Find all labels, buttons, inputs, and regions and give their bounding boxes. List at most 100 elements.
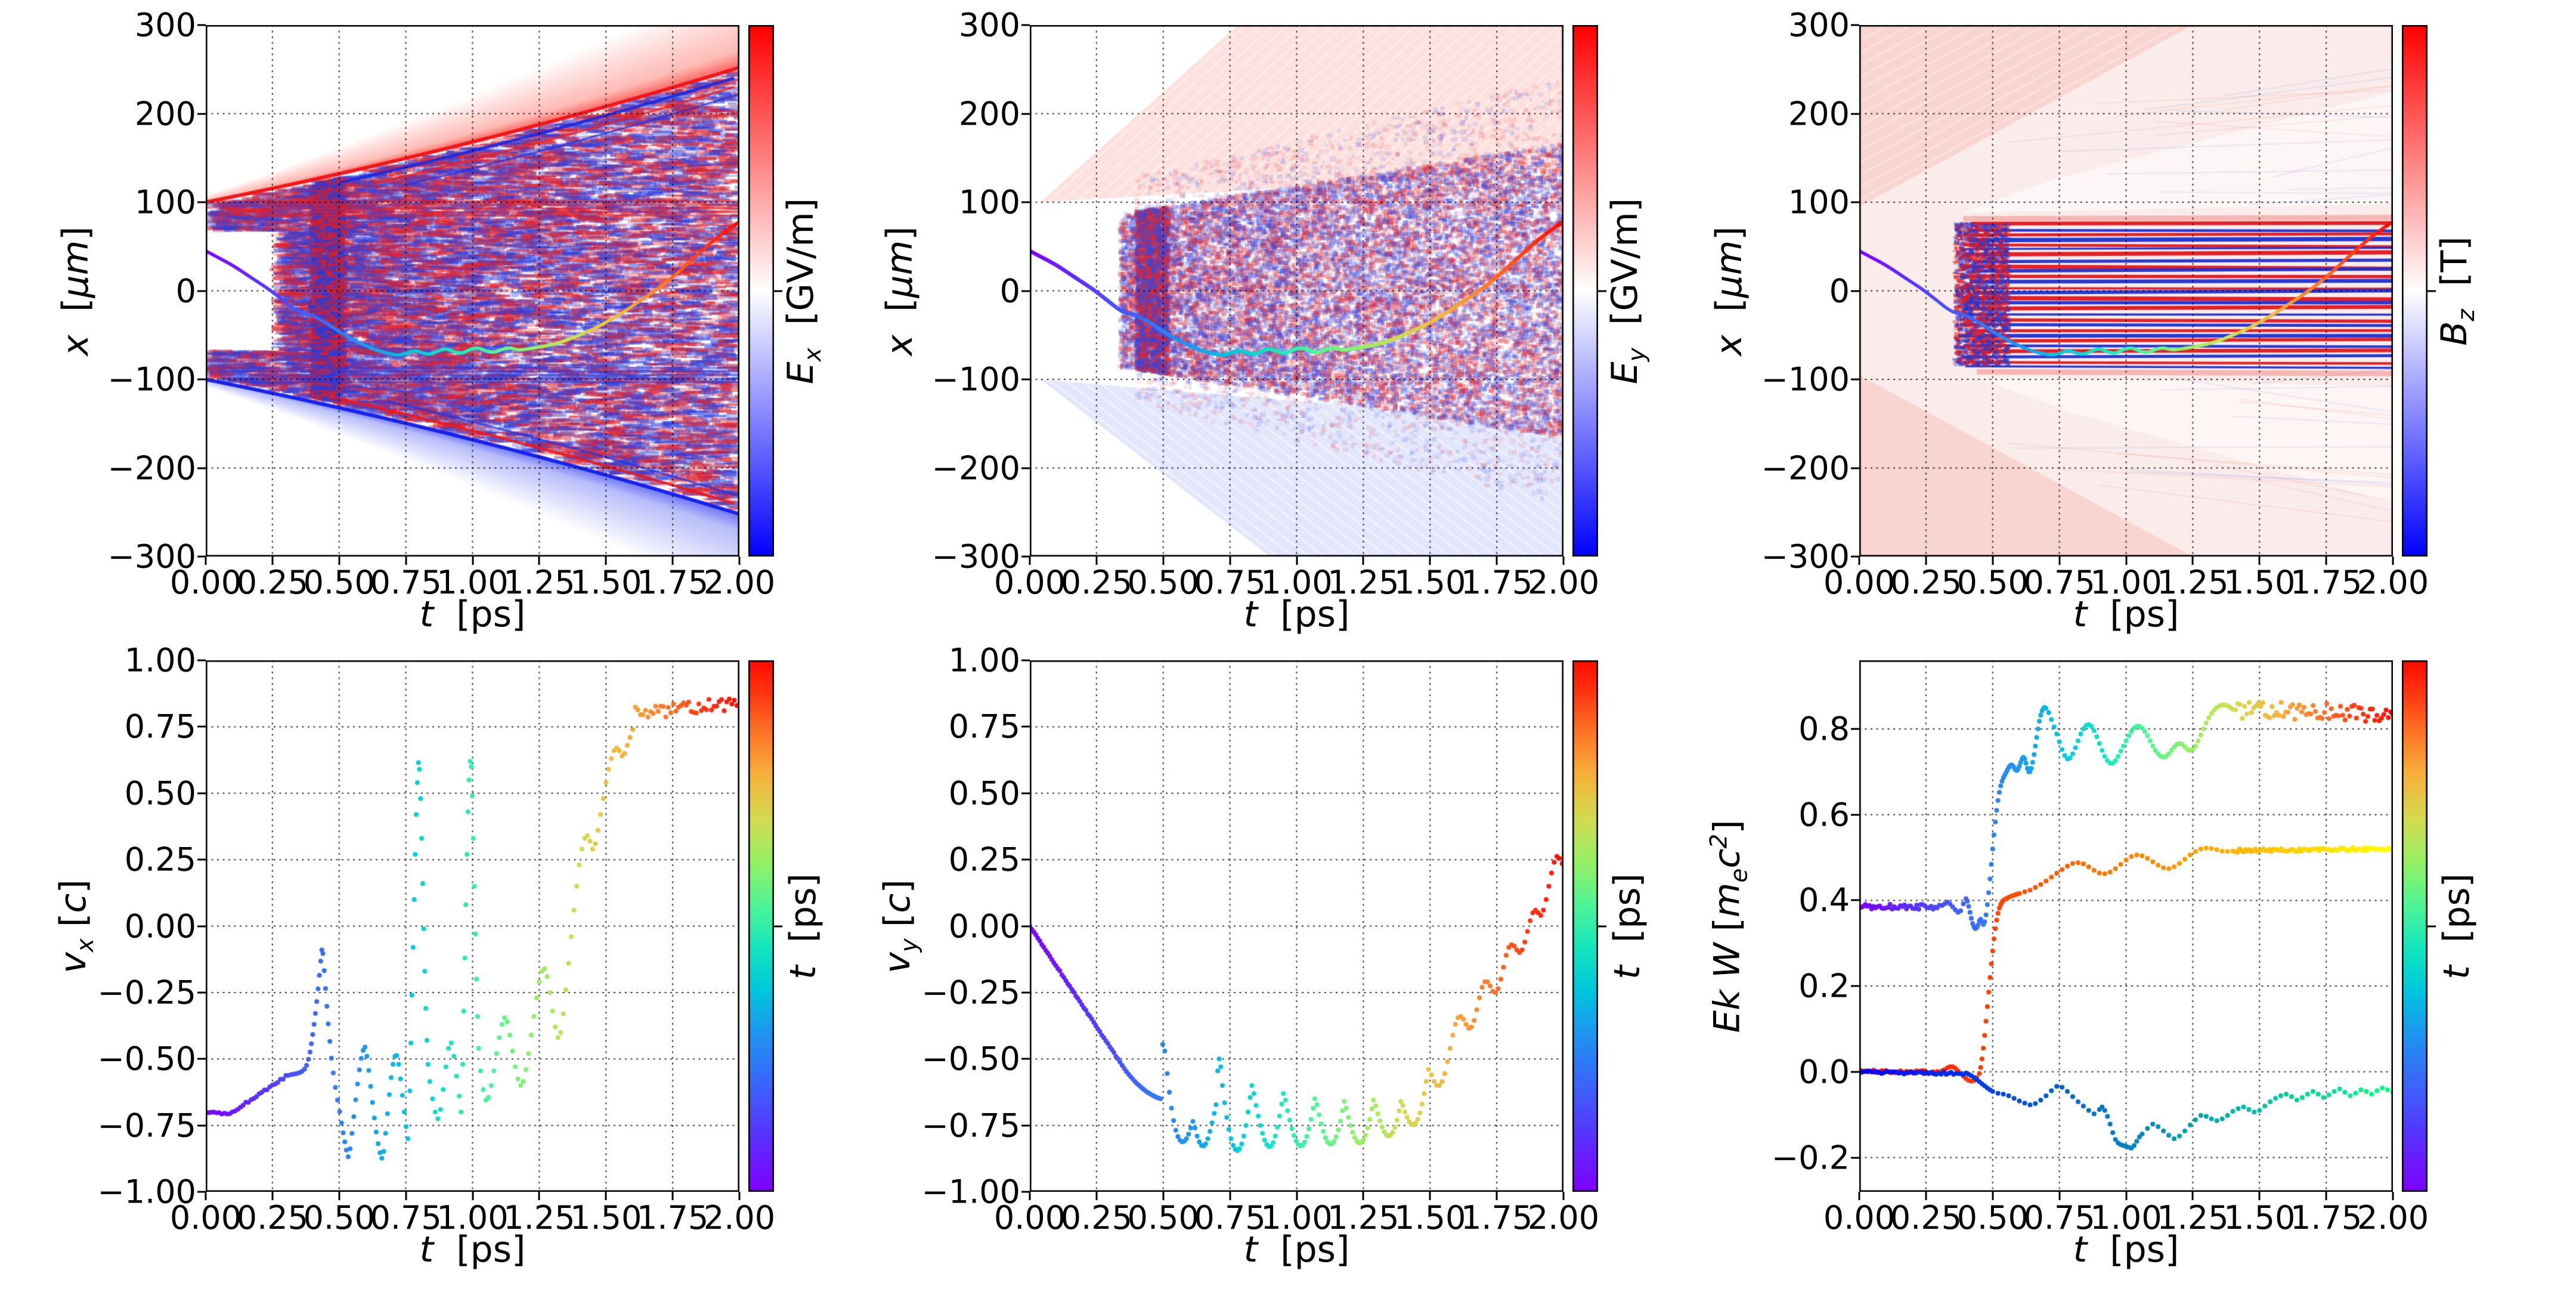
x-tick-mark: [2191, 1192, 2194, 1200]
label-part: [: [877, 913, 918, 938]
y-tick-label: 100: [958, 183, 1020, 221]
y-tick-label: 0.50: [948, 774, 1020, 812]
x-tick-mark: [1925, 1192, 1927, 1200]
y-tick-label: −200: [107, 449, 196, 487]
y-tick-label: −300: [931, 537, 1020, 576]
colorbar-bz-canvas: [2402, 25, 2428, 557]
y-tick-mark: [1021, 201, 1030, 203]
x-tick-label: 1.75: [637, 564, 709, 601]
x-tick-label: 1.75: [1461, 564, 1533, 601]
x-tick-mark: [2058, 557, 2061, 565]
x-tick-mark: [338, 557, 340, 565]
y-tick-label: −300: [107, 537, 196, 576]
label-part: W: [1706, 942, 1748, 978]
x-tick-label: 0.75: [1194, 1199, 1266, 1237]
y-tick-mark: [1851, 899, 1859, 901]
y-tick-mark: [197, 113, 206, 115]
colorbar-vx-canvas: [748, 660, 774, 1192]
x-tick-label: 0.75: [370, 564, 442, 601]
label-part: [ps]: [1258, 1229, 1350, 1271]
x-tick-label: 0.25: [1060, 1199, 1132, 1237]
x-tick-label: 0.00: [1823, 1199, 1896, 1237]
y-tick-mark: [1021, 467, 1030, 469]
label-part: v: [877, 951, 918, 974]
x-tick-mark: [605, 557, 607, 565]
y-axis-label: Ek W [mec2]: [1706, 820, 1753, 1033]
label-part: ]: [879, 225, 921, 240]
x-tick-label: 0.50: [1127, 564, 1199, 601]
x-tick-label: 2.00: [2357, 564, 2429, 601]
colorbar-energy-canvas: [2402, 660, 2428, 1192]
colorbar-tick: [1598, 925, 1606, 927]
label-part: [ps]: [2087, 1229, 2179, 1271]
x-tick-label: 0.75: [1194, 564, 1266, 601]
y-tick-label: 100: [134, 183, 196, 221]
x-tick-label: 1.50: [570, 564, 642, 601]
y-tick-mark: [197, 201, 206, 203]
x-axis-label: t [ps]: [1244, 1229, 1350, 1271]
vy-scatter-canvas: [1030, 660, 1563, 1192]
x-tick-label: 1.00: [1261, 1199, 1333, 1237]
y-tick-mark: [1851, 467, 1859, 469]
y-tick-label: 0.00: [948, 907, 1020, 945]
x-tick-label: 0.25: [1890, 1199, 1962, 1237]
x-tick-mark: [205, 1192, 207, 1200]
y-tick-mark: [1021, 1058, 1030, 1060]
label-part: [: [879, 297, 921, 335]
y-tick-label: 0.75: [124, 707, 196, 746]
label-part: ]: [52, 879, 94, 894]
x-tick-label: 1.00: [2090, 1199, 2162, 1237]
label-part: [ps]: [782, 873, 824, 965]
colorbar-vy-time: t [ps]: [1572, 660, 1648, 1192]
x-tick-label: 2.00: [703, 564, 776, 601]
y-tick-label: 200: [1788, 94, 1850, 132]
x-tick-mark: [2125, 1192, 2127, 1200]
y-tick-label: −300: [1761, 537, 1850, 576]
label-part: [ps]: [434, 1229, 526, 1271]
y-tick-label: 300: [1788, 6, 1850, 44]
label-part: y: [1624, 347, 1651, 361]
y-tick-label: 200: [134, 94, 196, 132]
x-tick-mark: [1029, 1192, 1031, 1200]
x-axis-label: t [ps]: [1244, 594, 1350, 635]
y-tick-label: 0.8: [1798, 710, 1850, 748]
colorbar-tick: [774, 290, 782, 292]
x-tick-label: 1.00: [2090, 564, 2162, 601]
x-axis-label: t [ps]: [2073, 594, 2179, 635]
x-tick-label: 0.75: [2023, 1199, 2095, 1237]
colorbar-vx-time: t [ps]: [748, 660, 824, 1192]
y-tick-mark: [1851, 555, 1859, 558]
label-part: [ps]: [2087, 594, 2179, 635]
colorbar-ey: Ey [GV/m]: [1572, 25, 1651, 557]
x-tick-mark: [1296, 557, 1298, 565]
y-tick-mark: [197, 792, 206, 795]
x-tick-mark: [1925, 557, 1927, 565]
x-tick-label: 0.00: [1823, 564, 1896, 601]
colorbar-label: Ex [GV/m]: [780, 197, 826, 384]
energy-scatter-canvas: [1859, 660, 2393, 1192]
y-tick-mark: [197, 991, 206, 994]
y-tick-mark: [1851, 814, 1859, 816]
y-tick-mark: [1021, 290, 1030, 292]
y-tick-label: −0.25: [921, 974, 1020, 1012]
y-tick-label: −0.50: [921, 1040, 1020, 1078]
label-part: [ps]: [1606, 873, 1648, 965]
y-tick-label: −100: [107, 360, 196, 398]
x-tick-mark: [738, 557, 741, 565]
colorbar-label: Bz [T]: [2433, 236, 2480, 345]
y-tick-label: 0.6: [1798, 795, 1850, 833]
y-axis-label: x [μm]: [55, 226, 97, 356]
x-tick-mark: [1162, 557, 1165, 565]
y-tick-label: 1.00: [124, 641, 196, 679]
y-tick-mark: [1851, 290, 1859, 292]
x-tick-mark: [1362, 557, 1364, 565]
y-tick-mark: [1021, 925, 1030, 927]
label-part: z: [2453, 308, 2480, 321]
x-tick-mark: [671, 557, 674, 565]
label-part: ]: [1706, 819, 1748, 834]
x-tick-label: 1.50: [2224, 564, 2296, 601]
x-tick-label: 2.00: [2357, 1199, 2429, 1237]
x-axis-label: t [ps]: [420, 594, 526, 635]
x-tick-label: 2.00: [703, 1199, 776, 1237]
subplot-ex-map: x [μm] t [ps] 0.00 0.25 0.50 0.75 1.00 1.25 1.…: [55, 7, 775, 635]
